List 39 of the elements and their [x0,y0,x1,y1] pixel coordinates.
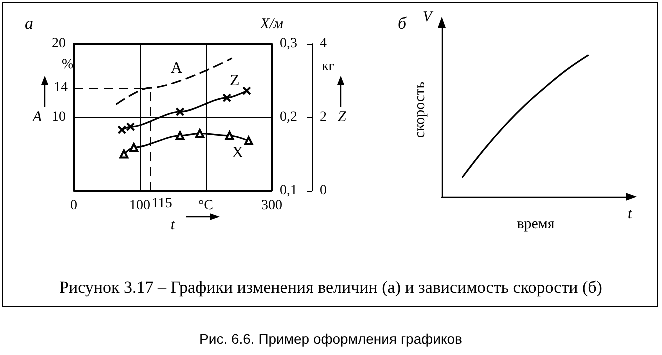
y2-tick-label: 0,1 [280,184,298,198]
point [225,131,234,140]
y-axis-title: скорость [412,82,428,138]
point [176,131,185,140]
y-axis-title: A [32,110,43,126]
y-tick-label: 10 [52,110,66,125]
text: Рисунок 3.17 – Графики изменения величин (а) и зависимость скорости (б) [58,278,604,298]
y3-tick-label: 4 [320,36,327,52]
y3-tick-label: 2 [320,110,327,125]
y2-axis-title: X/м [260,16,284,32]
text: кг [322,60,335,74]
text: V [423,10,434,26]
point [242,87,251,96]
series-label: A [170,60,183,78]
x-tick-label: 100 [130,198,150,214]
x-axis-title: время [517,216,555,232]
point [223,94,232,102]
x-tick-label: °C [198,198,214,214]
y2-tick-label: 0,2 [280,110,298,125]
x-tick-label: 0 [70,198,78,214]
series-label: X [232,144,244,162]
ref-line-label: 14 [54,80,68,96]
text: t [628,206,633,222]
chart-title: б [398,14,407,33]
point [120,150,129,159]
y2-tick-label: 0,3 [280,36,298,52]
text: Рис. 6.6. Пример оформления графиков [198,331,464,347]
point [176,108,184,116]
x-tick-label: 300 [262,198,282,214]
y-tick-label: 20 [52,36,66,52]
point [118,126,126,134]
ref-line-label: 115 [152,196,172,212]
y3-tick-label: 0 [320,184,327,198]
point [126,123,135,132]
text: % [62,58,74,72]
series-label: Z [230,72,240,90]
chart-title: а [25,14,34,33]
x-axis-title: t [170,217,176,234]
y3-axis-title: Z [338,110,347,126]
